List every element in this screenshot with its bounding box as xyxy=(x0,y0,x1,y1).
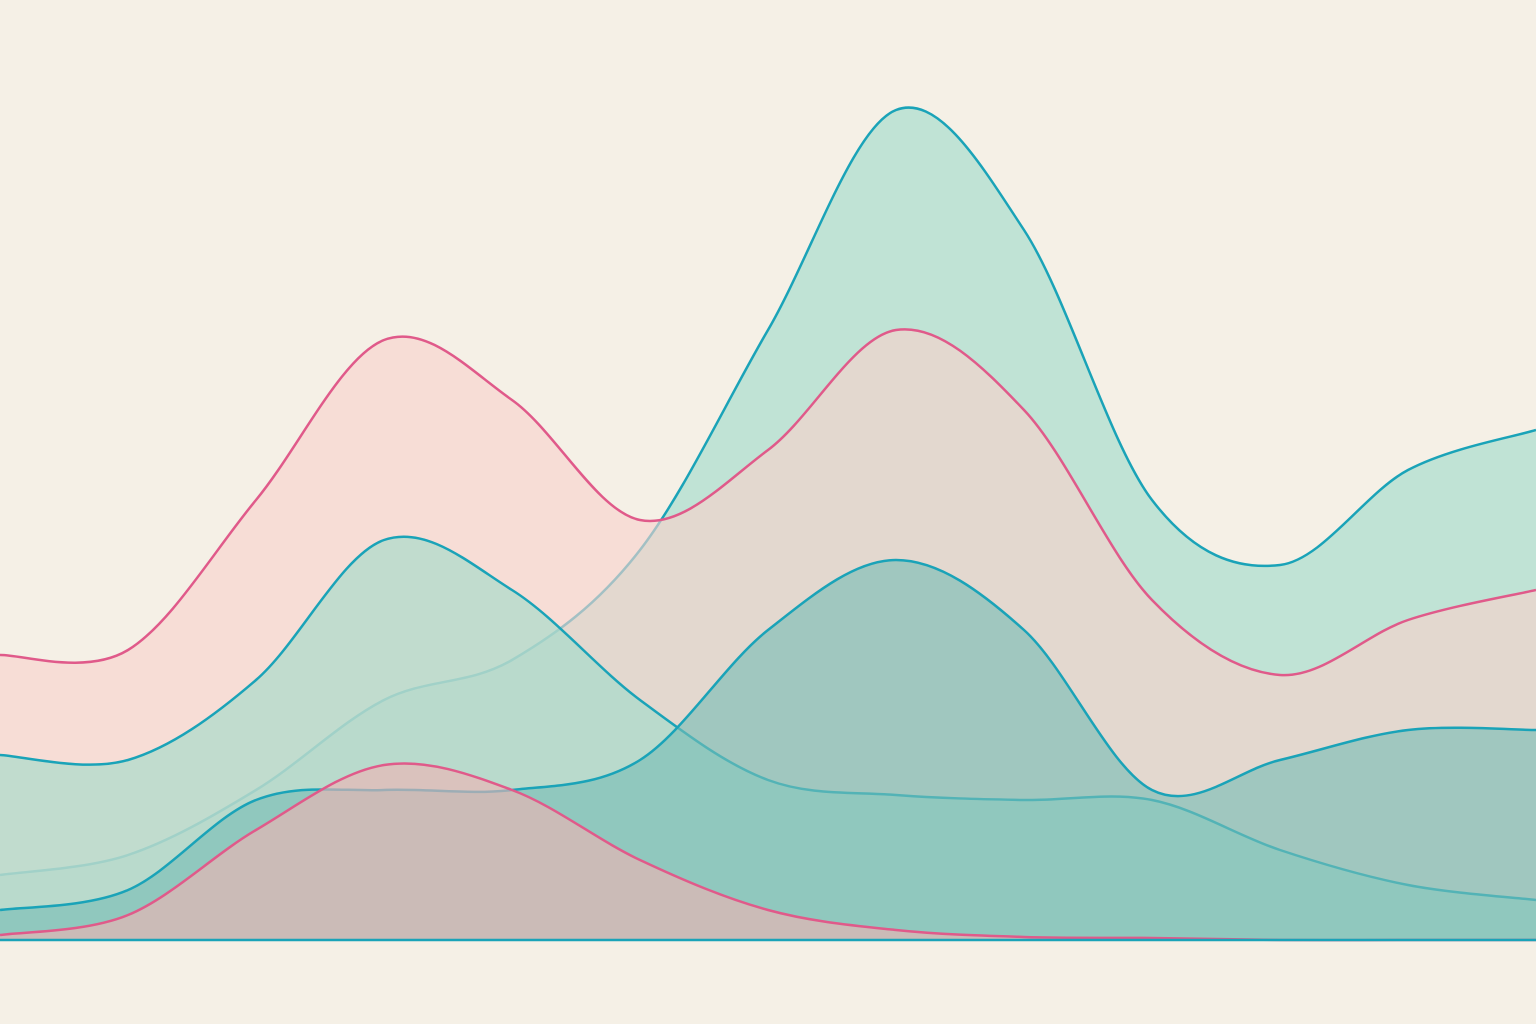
area-line xyxy=(0,328,1536,677)
area-line xyxy=(0,558,1536,912)
area-fill xyxy=(0,763,1536,941)
